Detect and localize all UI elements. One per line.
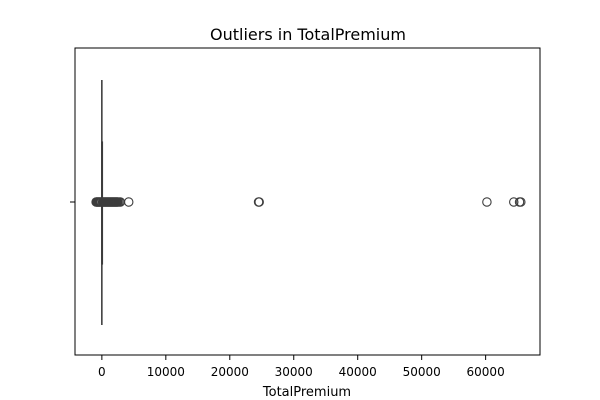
outlier-point bbox=[509, 197, 519, 207]
outlier-point bbox=[254, 197, 264, 207]
x-tick-label: 0 bbox=[98, 365, 106, 379]
x-tick-label: 50000 bbox=[403, 365, 441, 379]
x-tick-label: 40000 bbox=[339, 365, 377, 379]
x-tick-label: 20000 bbox=[211, 365, 249, 379]
x-tick-label: 30000 bbox=[275, 365, 313, 379]
chart-title: Outliers in TotalPremium bbox=[210, 25, 406, 44]
x-tick-label: 60000 bbox=[467, 365, 505, 379]
outlier-point bbox=[123, 197, 134, 207]
outlier-point bbox=[482, 197, 492, 207]
outlier-point bbox=[516, 197, 526, 207]
outlier-points bbox=[91, 197, 526, 207]
x-axis: 0 10000 20000 30000 40000 50000 60000 bbox=[98, 355, 505, 379]
x-axis-label: TotalPremium bbox=[262, 385, 351, 400]
x-tick-label: 10000 bbox=[147, 365, 185, 379]
